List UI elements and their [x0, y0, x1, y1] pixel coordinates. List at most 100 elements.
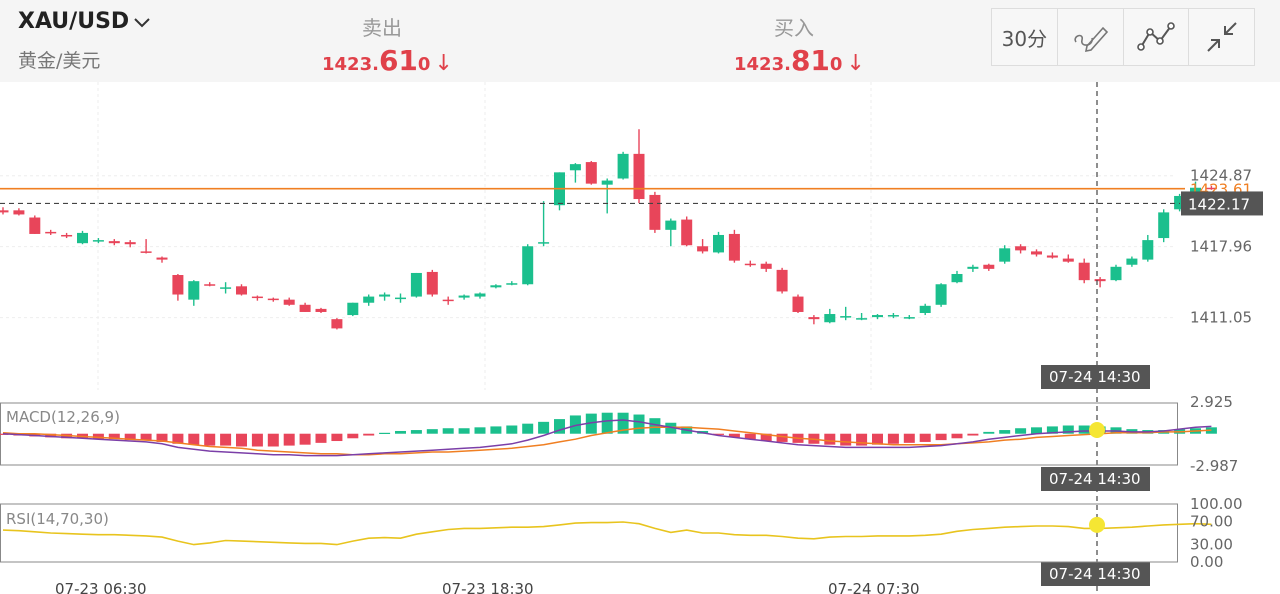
- collapse-button[interactable]: [1189, 9, 1254, 65]
- macd-histogram-bar: [140, 433, 152, 441]
- macd-histogram-bar: [856, 433, 868, 446]
- macd-histogram-bar: [967, 433, 979, 436]
- time-axis-tick: 07-23 06:30: [55, 580, 147, 594]
- macd-histogram-bar: [315, 433, 327, 443]
- rsi-crosshair-marker: [1089, 516, 1105, 533]
- symbol-selector[interactable]: XAU/USD: [18, 9, 151, 34]
- candle-body: [490, 285, 502, 288]
- macd-crosshair-marker: [1089, 421, 1105, 438]
- macd-histogram-bar: [554, 419, 565, 434]
- candle-body: [872, 315, 883, 318]
- candle-body: [1205, 187, 1217, 190]
- macd-histogram-bar: [617, 412, 629, 434]
- candle-body: [522, 246, 534, 285]
- candle-body: [1094, 279, 1106, 282]
- macd-histogram-bar: [426, 429, 438, 434]
- candle-body: [0, 210, 9, 213]
- macd-histogram-bar: [522, 423, 534, 434]
- macd-histogram-bar: [363, 433, 375, 436]
- macd-histogram-bar: [379, 432, 391, 435]
- sell-price[interactable]: 1423. 61 0 ↓: [322, 44, 453, 77]
- candle-body: [61, 234, 73, 237]
- crosshair-time-box: [1041, 467, 1150, 491]
- crosshair-time-box: [1041, 365, 1150, 389]
- candle-body: [776, 269, 788, 292]
- macd-histogram-bar: [474, 427, 486, 434]
- macd-histogram-bar: [887, 433, 899, 444]
- candle-body: [474, 293, 486, 297]
- candle-body: [919, 305, 931, 313]
- time-axis-tick: 07-23 18:30: [442, 580, 534, 594]
- candle-body: [935, 284, 947, 305]
- interval-label: 30分: [1001, 26, 1048, 51]
- macd-histogram-bar: [490, 426, 502, 434]
- candle-body: [156, 257, 168, 260]
- macd-histogram-bar: [92, 433, 104, 440]
- crosshair-time-label: 07-24 14:30: [1049, 470, 1141, 488]
- macd-histogram-bar: [649, 418, 661, 434]
- macd-title: MACD(12,26,9): [6, 408, 120, 426]
- candle-body: [1031, 251, 1042, 255]
- macd-histogram-bar: [410, 430, 422, 434]
- macd-histogram-bar: [951, 433, 963, 439]
- candle-body: [1190, 187, 1201, 194]
- candle-body: [697, 246, 709, 252]
- macd-histogram-bar: [903, 433, 915, 443]
- macd-histogram-bar: [236, 433, 247, 447]
- candle-body: [236, 286, 247, 295]
- macd-histogram-bar: [538, 421, 550, 434]
- macd-histogram-bar: [1078, 425, 1090, 434]
- candle-body: [569, 164, 581, 171]
- candle-body: [887, 315, 899, 317]
- crosshair-price-box: [1181, 191, 1263, 216]
- rsi-title: RSI(14,70,30): [6, 510, 109, 528]
- macd-histogram-bar: [299, 433, 311, 445]
- candle-body: [601, 180, 613, 185]
- macd-histogram-bar: [283, 433, 295, 446]
- buy-price[interactable]: 1423. 81 0 ↓: [734, 44, 865, 77]
- macd-histogram-bar: [935, 433, 947, 441]
- macd-histogram-bar: [331, 433, 343, 442]
- candle-body: [1158, 212, 1170, 239]
- macd-histogram-bar: [728, 433, 740, 438]
- buy-price-fraction: 0: [829, 54, 843, 75]
- macd-dea-line: [2, 426, 1212, 456]
- macd-histogram-bar: [713, 433, 724, 435]
- candle-body: [458, 295, 470, 298]
- crosshair-time-box: [1041, 562, 1150, 586]
- candle-body: [713, 234, 724, 253]
- candle-body: [283, 299, 295, 305]
- price-axis-tick: 1411.05: [1190, 309, 1252, 327]
- candle-body: [585, 162, 597, 184]
- candle-body: [315, 308, 327, 312]
- candle-body: [410, 272, 422, 297]
- macd-histogram-bar: [569, 415, 581, 434]
- macd-histogram-bar: [1046, 426, 1058, 434]
- candle-body: [220, 287, 232, 289]
- draw-tool-button[interactable]: [1058, 9, 1124, 65]
- macd-histogram-bar: [999, 430, 1011, 434]
- rsi-line: [2, 521, 1212, 546]
- candle-body: [728, 233, 740, 261]
- quote-header: XAU/USD 黄金/美元 卖出 1423. 61 0 ↓ 买入 1423. 8…: [0, 0, 1280, 82]
- sell-price-major: 1423.: [322, 54, 379, 75]
- macd-histogram-bar: [1062, 425, 1074, 434]
- candle-body: [347, 302, 359, 316]
- sell-price-fraction: 0: [417, 54, 431, 75]
- indicator-button[interactable]: [1124, 9, 1190, 65]
- symbol-description: 黄金/美元: [18, 50, 101, 72]
- macd-histogram-bar: [872, 433, 883, 445]
- candle-body: [808, 317, 820, 320]
- candle-body: [204, 284, 216, 286]
- macd-histogram-bar: [156, 433, 168, 442]
- buy-down-arrow-icon: ↓: [846, 51, 865, 76]
- macd-histogram-bar: [506, 425, 518, 434]
- macd-histogram-bar: [919, 433, 931, 442]
- interval-button[interactable]: 30分: [992, 9, 1058, 65]
- crosshair-time-label: 07-24 14:30: [1049, 565, 1141, 583]
- sell-price-pips: 61: [378, 44, 418, 77]
- candle-body: [188, 281, 200, 300]
- rsi-frame: [0, 503, 1178, 563]
